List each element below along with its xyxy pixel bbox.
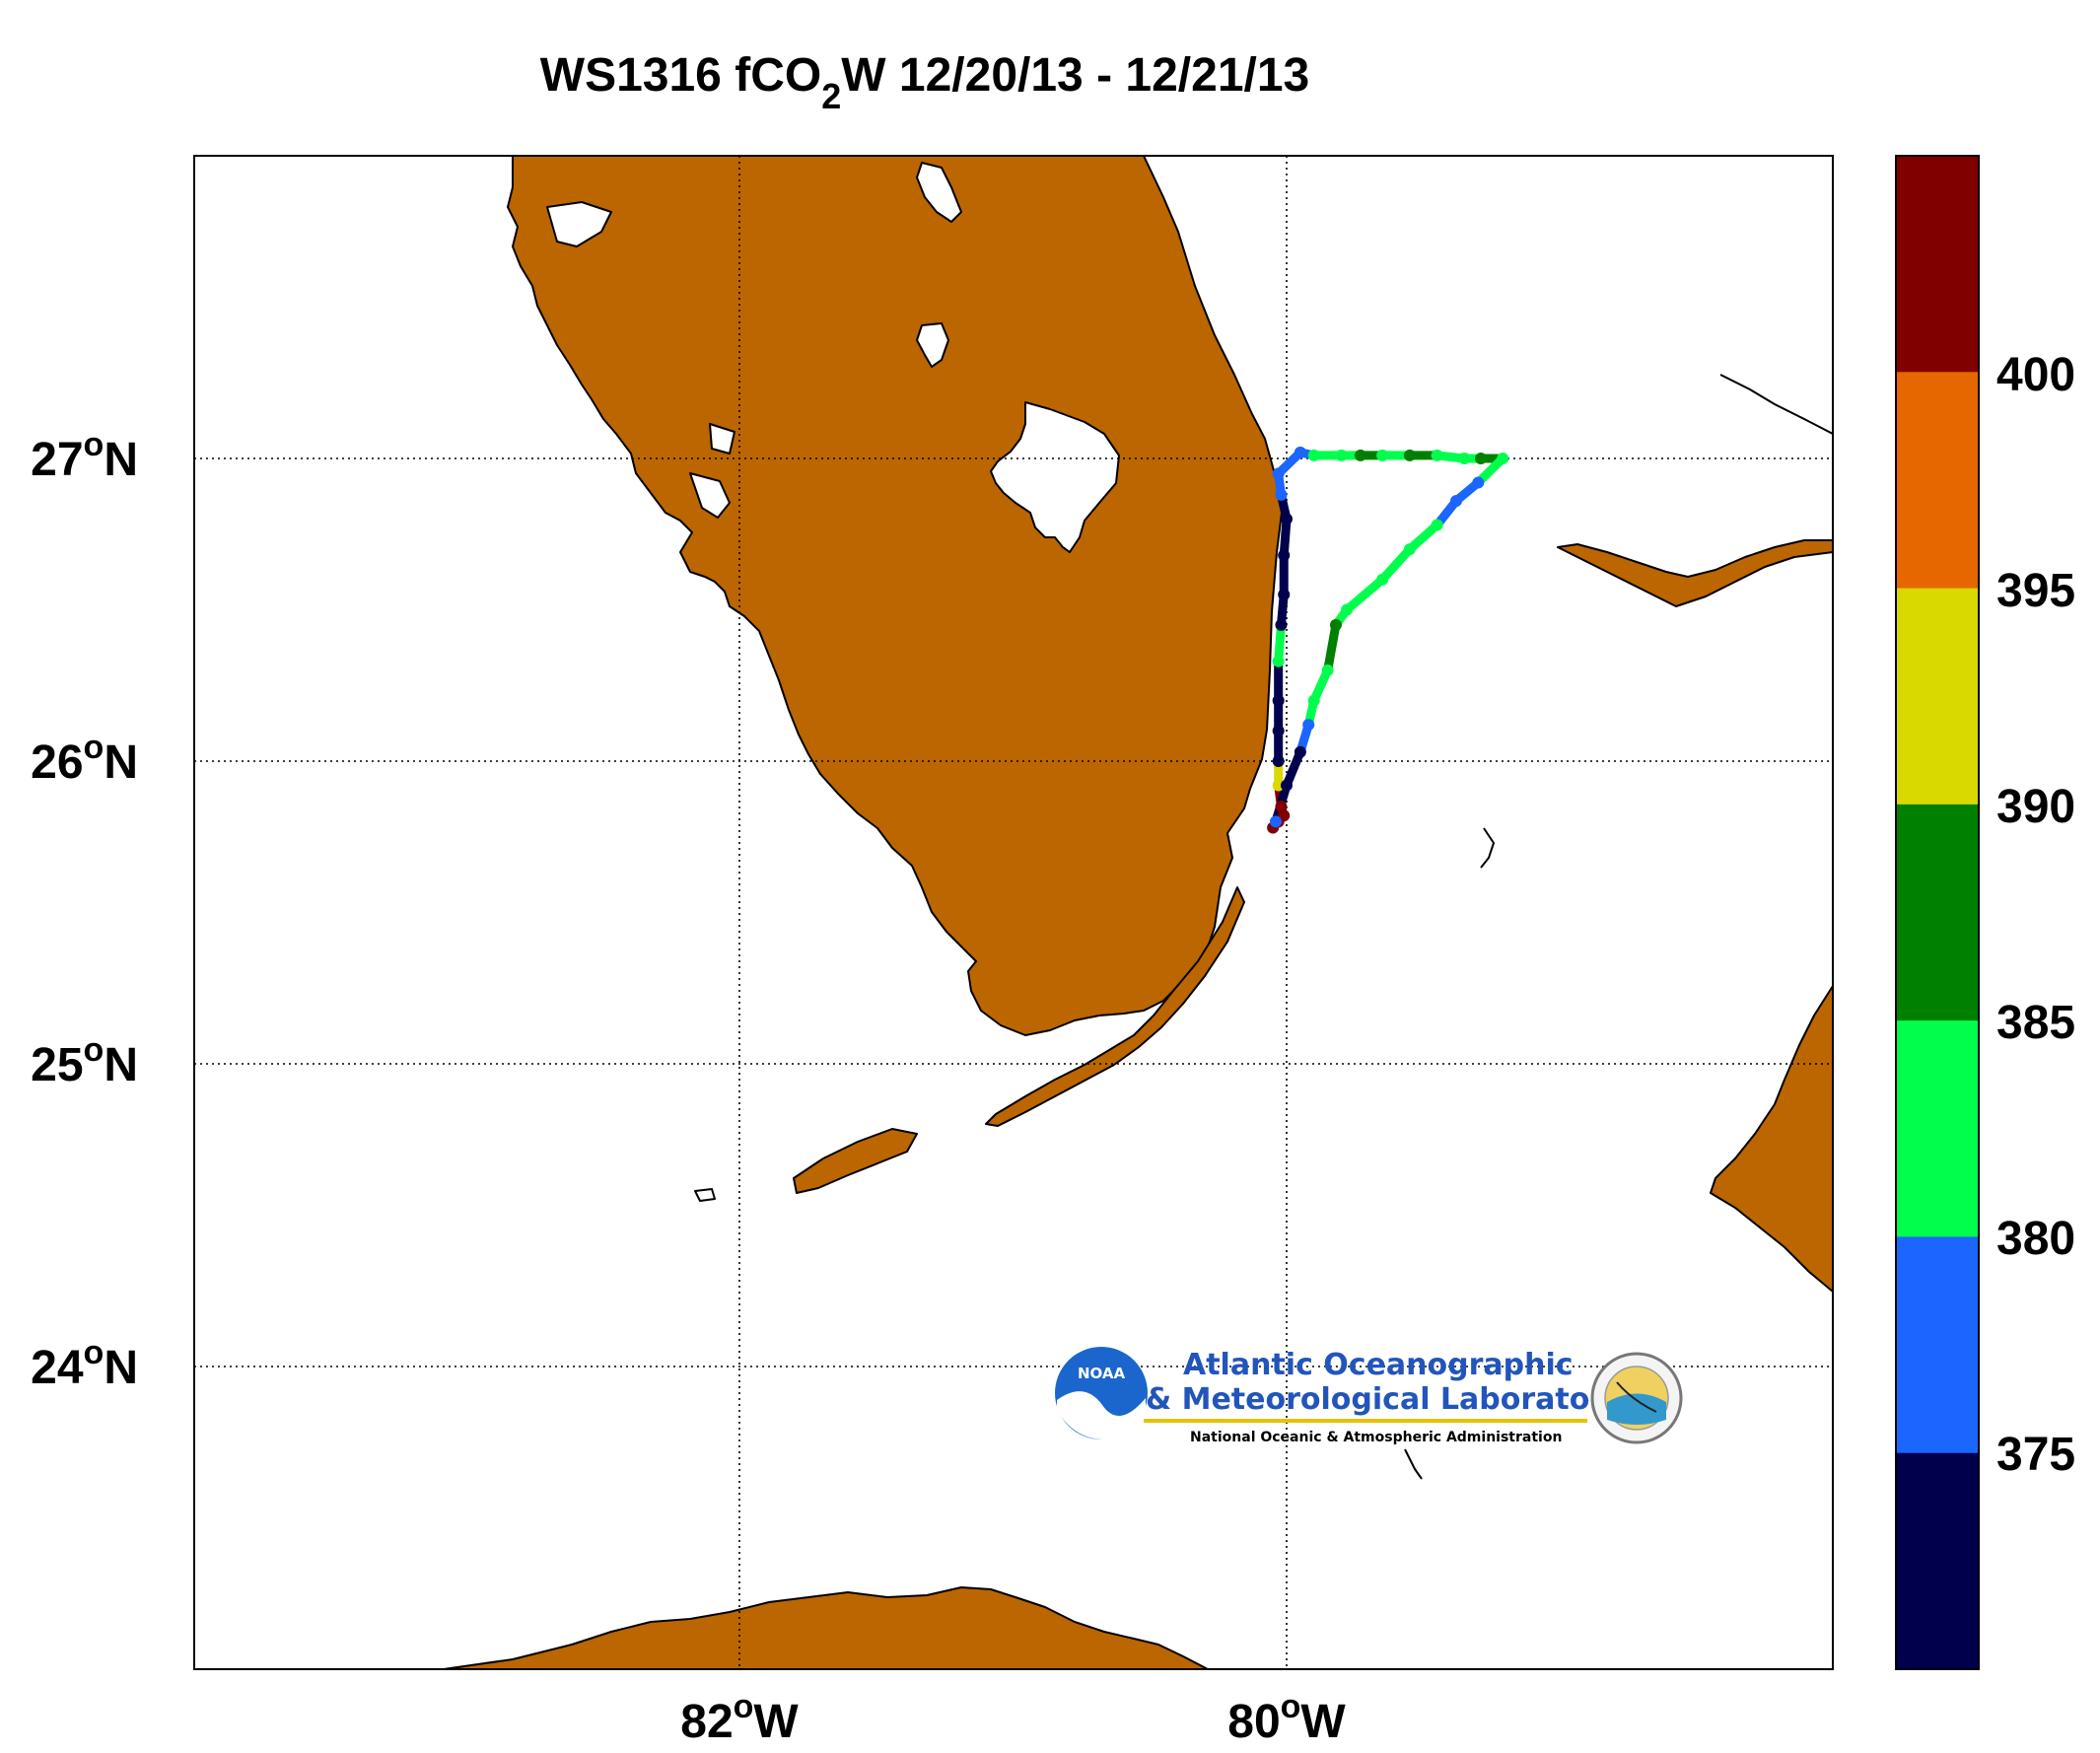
track-segment	[1342, 575, 1387, 614]
track-point	[1341, 603, 1354, 616]
longitude-labels: 82oW 80oW	[680, 1688, 1346, 1748]
track-point	[1403, 543, 1416, 556]
track-point	[1272, 779, 1285, 792]
track-segment	[1282, 747, 1305, 791]
colorbar-tick-375: 375	[1996, 1429, 2075, 1481]
colorbar-bin-380-385	[1896, 1020, 1979, 1237]
lake-okeechobee	[990, 401, 1120, 553]
aoml-logo: NOAA Atlantic Oceanographic & Meteorolog…	[1055, 1347, 1683, 1445]
track-point	[1275, 618, 1288, 631]
track-point	[1472, 476, 1485, 489]
aoml-seal	[1590, 1352, 1683, 1444]
track-point	[1272, 725, 1285, 737]
track-point	[1321, 664, 1334, 676]
track-segment	[1274, 620, 1286, 666]
track-point	[1275, 801, 1288, 813]
track-point	[1269, 815, 1282, 828]
abaco-islands	[1719, 374, 1833, 435]
track-segment	[1405, 521, 1442, 554]
colorbar-bin-390-395	[1896, 588, 1979, 806]
west-coast-islands	[546, 201, 735, 519]
noaa-badge-text: NOAA	[1078, 1365, 1126, 1382]
track-point	[1307, 694, 1320, 707]
logo-underline	[1144, 1419, 1587, 1423]
colorbar-bin-385-390	[1896, 804, 1979, 1021]
track-point	[1272, 694, 1285, 707]
track-point	[1307, 449, 1320, 461]
colorbar-bin-375-380	[1896, 1236, 1979, 1454]
track-point	[1329, 618, 1342, 631]
lon-label-80w: 80oW	[1227, 1688, 1346, 1748]
track-point	[1354, 449, 1366, 461]
track-point	[1403, 449, 1416, 461]
colorbar-bin-400-405	[1896, 156, 1979, 373]
track-segment	[1323, 620, 1341, 675]
bimini	[1480, 827, 1495, 869]
track-point	[1376, 573, 1389, 586]
track-segment	[1377, 544, 1415, 585]
lower-keys	[793, 1128, 918, 1194]
track-point	[1294, 446, 1306, 458]
logo-line-2: & Meteorological Laboratory	[1146, 1382, 1624, 1417]
colorbar-frame	[1895, 155, 1980, 1670]
florida-landmass	[507, 156, 1283, 1036]
track-point	[1272, 655, 1285, 667]
track-point	[1272, 755, 1285, 767]
lake-small-2	[916, 162, 962, 223]
florida-keys	[985, 886, 1245, 1127]
lat-label-24n: 24oN	[31, 1334, 138, 1394]
track-point	[1278, 589, 1291, 601]
track-point	[1431, 519, 1443, 531]
cuba-coast	[443, 1586, 1209, 1669]
track-point	[1458, 453, 1471, 464]
map-panel	[193, 155, 1834, 1670]
colorbar-tick-395: 395	[1996, 565, 2075, 617]
track-point	[1294, 745, 1306, 758]
key-west	[694, 1188, 716, 1202]
lon-label-82w: 82oW	[680, 1688, 799, 1748]
track-point	[1281, 779, 1293, 792]
logo-line-3: National Oceanic & Atmospheric Administr…	[1190, 1430, 1562, 1445]
track-point	[1278, 549, 1291, 562]
lat-label-25n: 25oN	[31, 1031, 138, 1091]
map-title: WS1316 fCO2W 12/20/13 - 12/21/13	[540, 49, 1309, 116]
track-point	[1275, 488, 1288, 501]
track-point	[1475, 453, 1488, 464]
colorbar-bin-395-400	[1896, 372, 1979, 590]
graticule	[194, 156, 1833, 1669]
track-point	[1302, 719, 1315, 732]
grand-bahama	[1557, 539, 1833, 607]
ship-track	[1267, 446, 1509, 834]
track-point	[1450, 494, 1463, 507]
colorbar-tick-400: 400	[1996, 349, 2075, 401]
track-point	[1272, 467, 1285, 480]
noaa-emblem: NOAA	[1055, 1347, 1148, 1440]
track-segment	[1279, 514, 1292, 560]
cay-sal	[1404, 1448, 1423, 1480]
colorbar-tick-390: 390	[1996, 781, 2075, 833]
track-point	[1278, 809, 1291, 822]
track-point	[1335, 449, 1348, 461]
map-frame	[193, 155, 1834, 1670]
andros-island	[1710, 985, 1833, 1293]
colorbar-bin-370-375	[1896, 1452, 1979, 1670]
track-point	[1431, 449, 1443, 461]
logo-line-1: Atlantic Oceanographic	[1183, 1348, 1574, 1382]
colorbar-tick-385: 385	[1996, 997, 2075, 1049]
colorbar-bins	[1896, 156, 1979, 1670]
colorbar-tick-380: 380	[1996, 1213, 2075, 1265]
track-point	[1497, 453, 1509, 464]
latitude-labels: 27oN 26oN 25oN 24oN	[31, 426, 138, 1394]
lat-label-27n: 27oN	[31, 426, 138, 486]
colorbar: 400 395 390 385 380 375	[1895, 155, 2075, 1670]
track-point	[1281, 513, 1293, 526]
lat-label-26n: 26oN	[31, 729, 138, 789]
lake-small-1	[916, 322, 949, 368]
track-point	[1376, 449, 1389, 461]
